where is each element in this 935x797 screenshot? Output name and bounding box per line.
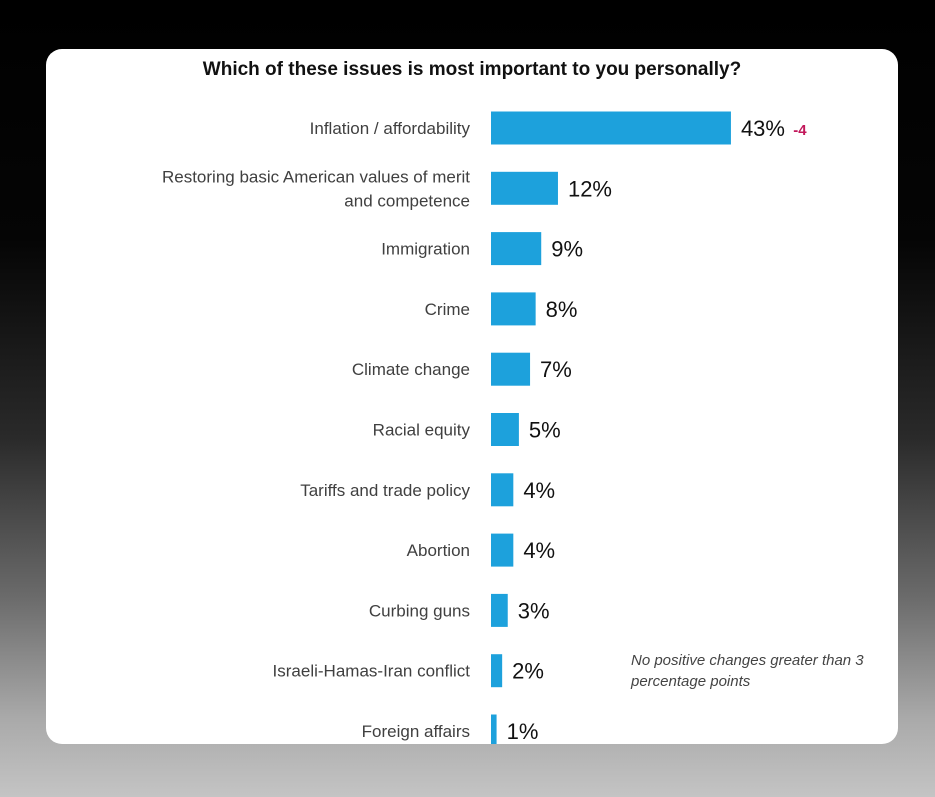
value-label: 43% bbox=[741, 116, 785, 141]
bar bbox=[491, 111, 731, 145]
bar bbox=[491, 232, 542, 266]
category-label: Inflation / affordability bbox=[310, 119, 471, 138]
bar bbox=[491, 413, 519, 446]
value-label: 12% bbox=[568, 176, 612, 201]
bar bbox=[491, 473, 514, 507]
bar bbox=[491, 292, 536, 326]
bar bbox=[491, 593, 508, 627]
category-label: Israeli-Hamas-Iran conflict bbox=[273, 662, 471, 681]
bar bbox=[491, 714, 497, 744]
value-label: 8% bbox=[546, 297, 578, 322]
bar bbox=[491, 352, 531, 386]
bar bbox=[491, 171, 558, 205]
category-label: Racial equity bbox=[373, 421, 471, 440]
category-label: Abortion bbox=[407, 541, 470, 560]
category-label: Climate change bbox=[352, 360, 470, 379]
chart-title: Which of these issues is most important … bbox=[202, 59, 742, 80]
category-label: Tariffs and trade policy bbox=[300, 481, 470, 500]
value-label: 2% bbox=[512, 659, 544, 684]
category-label: Immigration bbox=[381, 240, 470, 259]
change-label: -4 bbox=[793, 122, 807, 139]
value-label: 7% bbox=[540, 357, 572, 382]
value-label: 5% bbox=[529, 418, 561, 443]
category-label: Crime bbox=[425, 300, 470, 319]
value-label: 3% bbox=[518, 598, 550, 623]
chart-card: Which of these issues is most important … bbox=[46, 49, 898, 744]
bar-chart: Inflation / affordability 43% -4 Restoring … bbox=[162, 111, 807, 744]
category-label: Curbing guns bbox=[369, 601, 470, 620]
chart-note: No positive changes greater than 3 perce… bbox=[631, 652, 864, 690]
value-label: 9% bbox=[551, 237, 583, 262]
category-label: Restoring basic American values of merit… bbox=[162, 167, 470, 210]
value-label: 4% bbox=[523, 538, 555, 563]
bar bbox=[491, 654, 503, 688]
value-label: 4% bbox=[523, 478, 555, 503]
bar bbox=[491, 533, 514, 567]
value-label: 1% bbox=[507, 719, 539, 744]
category-label: Foreign affairs bbox=[362, 722, 470, 741]
